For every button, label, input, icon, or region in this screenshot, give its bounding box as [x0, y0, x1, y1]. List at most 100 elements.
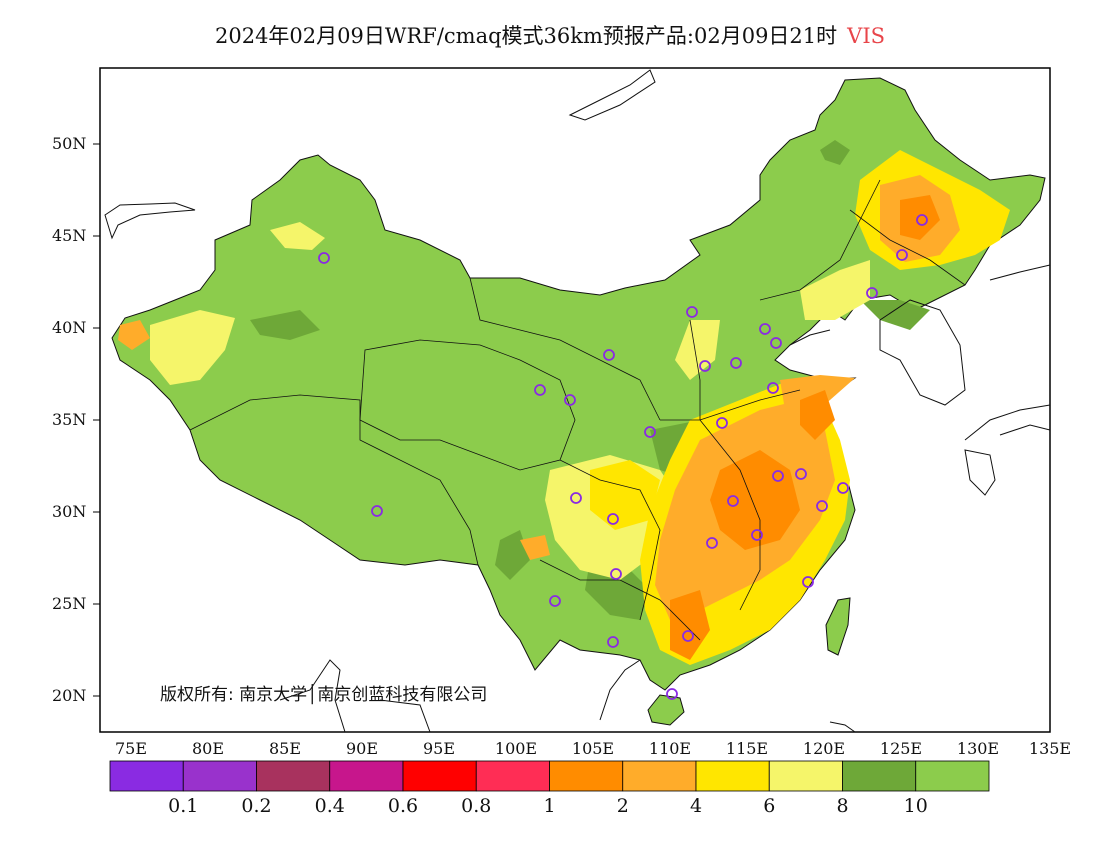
coastlines [104, 69, 1051, 733]
station-marker [770, 337, 782, 349]
station-marker [607, 636, 619, 648]
title-text: 2024年02月09日WRF/cmaq模式36km预报产品:02月09日21时 [214, 24, 838, 48]
province-border [689, 319, 701, 420]
station-marker [730, 357, 742, 369]
station-marker [610, 568, 622, 580]
legend-label: 6 [763, 795, 775, 817]
lon-tick-label: 125E [880, 739, 922, 758]
legend-swatch [549, 760, 624, 792]
legend-swatch [402, 760, 477, 792]
station-marker [795, 468, 807, 480]
legend-label: 0.1 [168, 795, 198, 817]
legend-swatch [329, 760, 404, 792]
coastline [789, 329, 831, 346]
station-marker [371, 505, 383, 517]
station-marker [916, 214, 928, 226]
coastline [104, 202, 196, 240]
coastline [879, 299, 966, 406]
province-border [660, 389, 801, 421]
lon-tick-label: 110E [649, 739, 691, 758]
taiwan-island [825, 597, 851, 656]
legend-swatch [768, 760, 843, 792]
station-marker [564, 394, 576, 406]
light-yellow-zone [800, 260, 870, 320]
coastline [989, 264, 1051, 281]
lon-tick-label: 80E [192, 739, 224, 758]
lat-tick-label: 50N [52, 134, 86, 153]
lon-tick-label: 120E [803, 739, 845, 758]
legend-labels: 0.1 0.2 0.4 0.6 0.8 1 2 4 6 8 10 [168, 795, 928, 817]
legend-label: 0.4 [315, 795, 345, 817]
coastline [279, 659, 346, 733]
dark-green-zone [860, 300, 930, 330]
legend-label: 4 [690, 795, 702, 817]
station-marker [767, 382, 779, 394]
province-borders [189, 179, 966, 641]
copyright-notice: 版权所有: 南京大学│南京创蓝科技有限公司 [160, 685, 488, 705]
province-border [559, 459, 661, 621]
coastline [379, 699, 431, 733]
coastline [999, 424, 1051, 436]
station-marker [603, 349, 615, 361]
legend-label: 1 [543, 795, 555, 817]
legend-label: 0.2 [241, 795, 271, 817]
station-marker [699, 360, 711, 372]
station-marker [802, 576, 814, 588]
legend-label: 10 [904, 795, 928, 817]
legend-label: 0.6 [388, 795, 418, 817]
lon-tick-label: 115E [726, 739, 768, 758]
light-yellow-zone [270, 222, 325, 250]
legend-swatch [622, 760, 697, 792]
legend-swatch [475, 760, 550, 792]
lon-tick-label: 85E [269, 739, 301, 758]
legend-swatch [915, 760, 990, 792]
legend-swatch [182, 760, 257, 792]
station-marker [866, 287, 878, 299]
lat-tick-label: 45N [52, 226, 86, 245]
legend-label: 8 [836, 795, 848, 817]
lon-tick-label: 130E [957, 739, 999, 758]
station-marker [549, 595, 561, 607]
station-marker [896, 249, 908, 261]
coastline [964, 404, 1051, 441]
legend-colorbar: 0.1 0.2 0.4 0.6 0.8 1 2 4 6 8 10 [109, 760, 990, 817]
lat-tick-label: 25N [52, 594, 86, 613]
station-marker [570, 492, 582, 504]
monitoring-stations [318, 214, 928, 700]
province-border [469, 277, 661, 421]
lon-tick-label: 75E [115, 739, 147, 758]
station-marker [682, 630, 694, 642]
station-marker [607, 513, 619, 525]
station-marker [772, 470, 784, 482]
legend-swatch [842, 760, 917, 792]
coastline [568, 69, 656, 121]
station-marker [751, 529, 763, 541]
light-orange-zone [520, 535, 550, 560]
lat-tick-label: 30N [52, 502, 86, 521]
lon-tick-label: 135E [1029, 739, 1071, 758]
province-border [759, 179, 881, 301]
province-border [189, 394, 479, 566]
lat-tick-label: 40N [52, 318, 86, 337]
legend-swatch [109, 760, 184, 792]
station-marker [727, 495, 739, 507]
legend-swatch [695, 760, 770, 792]
longitude-axis: 75E 80E 85E 90E 95E 100E 105E 110E 115E … [115, 739, 1071, 758]
light-yellow-zone [150, 310, 235, 385]
station-marker [534, 384, 546, 396]
dark-green-zone [820, 140, 850, 165]
station-marker [759, 323, 771, 335]
dark-green-zone [250, 310, 320, 340]
station-marker [318, 252, 330, 264]
legend-label: 2 [617, 795, 629, 817]
province-border [849, 209, 966, 286]
variable-label: VIS [847, 24, 886, 48]
map-title: 2024年02月09日WRF/cmaq模式36km预报产品:02月09日21时 V… [0, 20, 1100, 50]
lon-tick-label: 105E [572, 739, 614, 758]
orange-zones [670, 195, 940, 660]
lat-tick-label: 35N [52, 410, 86, 429]
lat-tick-label: 20N [52, 686, 86, 705]
orange-zone [900, 195, 940, 240]
station-marker [686, 306, 698, 318]
